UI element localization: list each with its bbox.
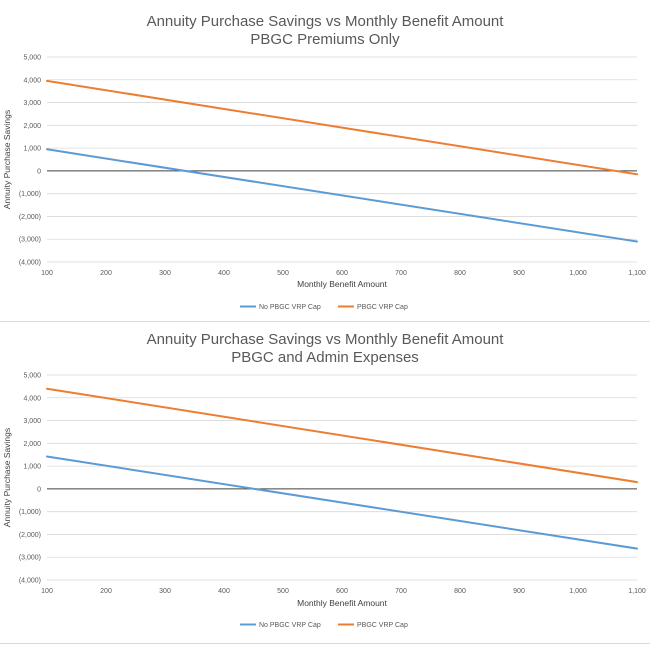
y-tick-label: (1,000) — [19, 191, 41, 198]
x-tick-label: 1,000 — [569, 270, 587, 277]
y-tick-label: 3,000 — [23, 418, 41, 425]
series-line-pbgc-vrp-cap — [46, 387, 638, 484]
chart-divider-bottom — [0, 643, 650, 644]
legend-label: PBGC VRP Cap — [357, 304, 408, 311]
x-tick-label: 200 — [100, 270, 112, 277]
x-tick-label: 1,100 — [628, 270, 646, 277]
chart-2-svg: Annuity Purchase Savings vs Monthly Bene… — [2, 331, 646, 629]
y-tick-label: (4,000) — [19, 578, 41, 585]
x-axis-title: Monthly Benefit Amount — [297, 279, 387, 289]
y-tick-label: (4,000) — [19, 260, 41, 267]
y-tick-label: 0 — [37, 486, 41, 493]
y-tick-label: 4,000 — [23, 77, 41, 84]
x-tick-label: 700 — [395, 588, 407, 595]
series-line-no-pbgc-vrp-cap — [46, 455, 638, 550]
y-tick-label: 1,000 — [23, 464, 41, 471]
y-axis-title: Annuity Purchase Savings — [2, 110, 12, 209]
y-tick-label: 3,000 — [23, 100, 41, 107]
x-tick-label: 1,100 — [628, 588, 646, 595]
x-tick-label: 900 — [513, 270, 525, 277]
x-tick-label: 300 — [159, 588, 171, 595]
x-tick-label: 500 — [277, 588, 289, 595]
chart-subtitle: PBGC Premiums Only — [250, 31, 400, 48]
x-tick-label: 400 — [218, 588, 230, 595]
y-tick-label: 2,000 — [23, 123, 41, 130]
y-tick-label: 1,000 — [23, 146, 41, 153]
series-line-no-pbgc-vrp-cap — [46, 148, 638, 243]
y-tick-label: 0 — [37, 168, 41, 175]
legend-label: PBGC VRP Cap — [357, 622, 408, 629]
x-tick-label: 700 — [395, 270, 407, 277]
y-tick-label: (3,000) — [19, 237, 41, 244]
x-tick-label: 600 — [336, 270, 348, 277]
x-tick-label: 1,000 — [569, 588, 587, 595]
chart-1-svg: Annuity Purchase Savings vs Monthly Bene… — [2, 13, 646, 311]
x-tick-label: 600 — [336, 588, 348, 595]
y-tick-label: 5,000 — [23, 55, 41, 62]
chart-panel-1: Annuity Purchase Savings vs Monthly Bene… — [0, 0, 650, 320]
y-tick-label: 2,000 — [23, 441, 41, 448]
y-tick-label: (1,000) — [19, 509, 41, 516]
x-tick-label: 500 — [277, 270, 289, 277]
chart-panel-2: Annuity Purchase Savings vs Monthly Bene… — [0, 324, 650, 642]
x-tick-label: 800 — [454, 270, 466, 277]
x-tick-label: 100 — [41, 270, 53, 277]
x-tick-label: 400 — [218, 270, 230, 277]
y-tick-label: (2,000) — [19, 214, 41, 221]
y-tick-label: 5,000 — [23, 373, 41, 380]
y-tick-label: (3,000) — [19, 555, 41, 562]
chart-title: Annuity Purchase Savings vs Monthly Bene… — [147, 331, 505, 348]
legend-label: No PBGC VRP Cap — [259, 622, 321, 629]
x-tick-label: 200 — [100, 588, 112, 595]
y-axis-title: Annuity Purchase Savings — [2, 428, 12, 527]
y-tick-label: (2,000) — [19, 532, 41, 539]
x-axis-title: Monthly Benefit Amount — [297, 598, 387, 608]
chart-title: Annuity Purchase Savings vs Monthly Bene… — [147, 13, 505, 30]
x-tick-label: 800 — [454, 588, 466, 595]
x-tick-label: 100 — [41, 588, 53, 595]
chart-subtitle: PBGC and Admin Expenses — [231, 349, 419, 366]
x-tick-label: 900 — [513, 588, 525, 595]
chart-divider — [0, 321, 650, 322]
x-tick-label: 300 — [159, 270, 171, 277]
series-line-pbgc-vrp-cap — [46, 79, 638, 176]
y-tick-label: 4,000 — [23, 395, 41, 402]
legend-label: No PBGC VRP Cap — [259, 304, 321, 311]
